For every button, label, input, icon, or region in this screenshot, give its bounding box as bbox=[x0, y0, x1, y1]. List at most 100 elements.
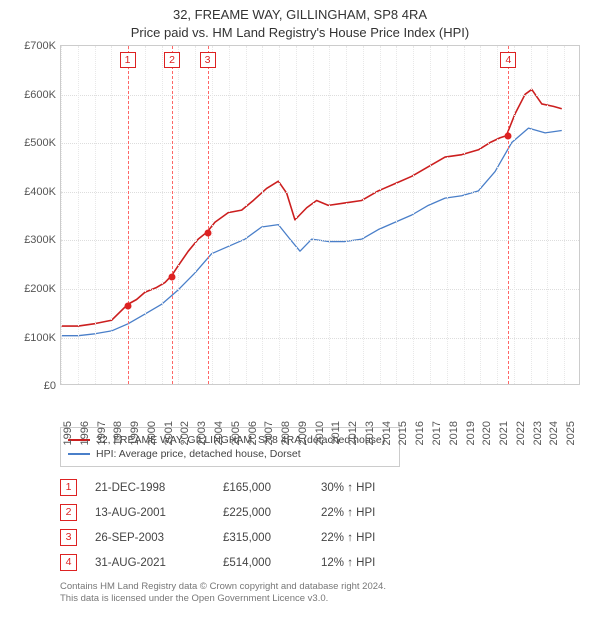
page-root: 32, FREAME WAY, GILLINGHAM, SP8 4RA Pric… bbox=[0, 0, 600, 620]
x-tick-label: 2011 bbox=[328, 421, 342, 445]
gridline-v bbox=[145, 46, 146, 384]
series-svg bbox=[61, 46, 579, 384]
event-date: 21-DEC-1998 bbox=[95, 482, 205, 494]
event-pct: 22% ↑ HPI bbox=[321, 532, 431, 544]
x-tick-label: 2008 bbox=[278, 421, 292, 445]
x-tick-label: 2023 bbox=[530, 421, 544, 445]
x-tick-label: 2018 bbox=[446, 421, 460, 445]
gridline-v bbox=[430, 46, 431, 384]
y-tick-label: £100K bbox=[11, 332, 56, 344]
marker-point bbox=[505, 133, 512, 140]
y-tick-label: £300K bbox=[11, 234, 56, 246]
gridline-h bbox=[61, 289, 579, 290]
footer-line1: Contains HM Land Registry data © Crown c… bbox=[60, 581, 590, 593]
gridline-v bbox=[531, 46, 532, 384]
gridline-v bbox=[480, 46, 481, 384]
event-row: 3 26-SEP-2003 £315,000 22% ↑ HPI bbox=[60, 525, 590, 550]
event-number: 3 bbox=[60, 529, 77, 546]
gridline-v bbox=[329, 46, 330, 384]
chart-title: 32, FREAME WAY, GILLINGHAM, SP8 4RA Pric… bbox=[10, 6, 590, 41]
gridline-h bbox=[61, 95, 579, 96]
event-pct: 12% ↑ HPI bbox=[321, 557, 431, 569]
x-tick-label: 2020 bbox=[479, 421, 493, 445]
x-tick-label: 2022 bbox=[513, 421, 527, 445]
gridline-v bbox=[178, 46, 179, 384]
legend-row: HPI: Average price, detached house, Dors… bbox=[68, 447, 392, 461]
gridline-v bbox=[346, 46, 347, 384]
event-number: 1 bbox=[60, 479, 77, 496]
gridline-v bbox=[162, 46, 163, 384]
event-price: £514,000 bbox=[223, 557, 303, 569]
gridline-v bbox=[61, 46, 62, 384]
gridline-v bbox=[380, 46, 381, 384]
event-pct: 30% ↑ HPI bbox=[321, 482, 431, 494]
x-tick-label: 2016 bbox=[412, 421, 426, 445]
marker-box: 3 bbox=[200, 52, 216, 68]
x-tick-label: 1997 bbox=[94, 421, 108, 445]
event-price: £165,000 bbox=[223, 482, 303, 494]
y-tick-label: £400K bbox=[11, 186, 56, 198]
gridline-v bbox=[413, 46, 414, 384]
gridline-v bbox=[95, 46, 96, 384]
event-row: 1 21-DEC-1998 £165,000 30% ↑ HPI bbox=[60, 475, 590, 500]
marker-point bbox=[124, 302, 131, 309]
y-tick-label: £500K bbox=[11, 137, 56, 149]
gridline-h bbox=[61, 338, 579, 339]
marker-box: 4 bbox=[500, 52, 516, 68]
gridline-v bbox=[497, 46, 498, 384]
x-tick-label: 2013 bbox=[362, 421, 376, 445]
marker-events-table: 1 21-DEC-1998 £165,000 30% ↑ HPI 2 13-AUG-200… bbox=[60, 475, 590, 575]
x-tick-label: 2019 bbox=[463, 421, 477, 445]
gridline-v bbox=[279, 46, 280, 384]
gridline-v bbox=[363, 46, 364, 384]
x-tick-label: 2004 bbox=[211, 421, 225, 445]
x-tick-label: 2009 bbox=[295, 421, 309, 445]
marker-point bbox=[169, 273, 176, 280]
x-tick-label: 2003 bbox=[194, 421, 208, 445]
y-tick-label: £0 bbox=[11, 380, 56, 392]
plot-area: £0£100K£200K£300K£400K£500K£600K£700K123… bbox=[60, 45, 580, 385]
gridline-v bbox=[514, 46, 515, 384]
gridline-h bbox=[61, 192, 579, 193]
marker-line bbox=[508, 46, 509, 384]
x-tick-label: 2007 bbox=[261, 421, 275, 445]
title-line1: 32, FREAME WAY, GILLINGHAM, SP8 4RA bbox=[10, 6, 590, 24]
gridline-v bbox=[564, 46, 565, 384]
y-tick-label: £600K bbox=[11, 89, 56, 101]
marker-line bbox=[128, 46, 129, 384]
event-price: £225,000 bbox=[223, 507, 303, 519]
x-tick-label: 1999 bbox=[127, 421, 141, 445]
marker-line bbox=[172, 46, 173, 384]
marker-point bbox=[204, 230, 211, 237]
y-tick-label: £700K bbox=[11, 40, 56, 52]
event-date: 26-SEP-2003 bbox=[95, 532, 205, 544]
x-tick-label: 2001 bbox=[161, 421, 175, 445]
y-tick-label: £200K bbox=[11, 283, 56, 295]
event-date: 13-AUG-2001 bbox=[95, 507, 205, 519]
x-tick-label: 2000 bbox=[144, 421, 158, 445]
footer: Contains HM Land Registry data © Crown c… bbox=[60, 581, 590, 606]
event-date: 31-AUG-2021 bbox=[95, 557, 205, 569]
event-pct: 22% ↑ HPI bbox=[321, 507, 431, 519]
x-tick-label: 1996 bbox=[77, 421, 91, 445]
x-tick-label: 1995 bbox=[60, 421, 74, 445]
event-number: 2 bbox=[60, 504, 77, 521]
x-tick-label: 2021 bbox=[496, 421, 510, 445]
x-tick-label: 2005 bbox=[228, 421, 242, 445]
gridline-h bbox=[61, 143, 579, 144]
event-price: £315,000 bbox=[223, 532, 303, 544]
event-row: 4 31-AUG-2021 £514,000 12% ↑ HPI bbox=[60, 550, 590, 575]
plot-wrap: £0£100K£200K£300K£400K£500K£600K£700K123… bbox=[10, 45, 590, 421]
gridline-v bbox=[447, 46, 448, 384]
gridline-v bbox=[78, 46, 79, 384]
gridline-v bbox=[296, 46, 297, 384]
gridline-v bbox=[195, 46, 196, 384]
x-tick-label: 2002 bbox=[177, 421, 191, 445]
gridline-v bbox=[464, 46, 465, 384]
x-tick-label: 2012 bbox=[345, 421, 359, 445]
event-row: 2 13-AUG-2001 £225,000 22% ↑ HPI bbox=[60, 500, 590, 525]
x-tick-label: 2010 bbox=[312, 421, 326, 445]
x-tick-label: 1998 bbox=[110, 421, 124, 445]
x-tick-label: 2025 bbox=[563, 421, 577, 445]
event-number: 4 bbox=[60, 554, 77, 571]
